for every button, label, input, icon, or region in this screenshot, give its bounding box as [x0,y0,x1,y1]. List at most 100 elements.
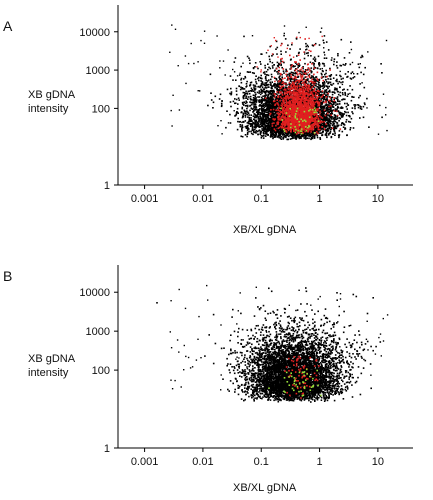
point-all-probes [262,108,265,110]
point-all-probes [265,79,267,82]
point-all-probes [329,114,331,117]
point-all-probes [335,79,337,82]
point-all-probes [338,134,341,136]
point-all-probes [245,95,248,97]
point-all-probes [328,109,330,111]
point-all-probes [325,113,328,115]
point-all-probes [280,84,283,86]
point-all-probes [266,108,268,110]
point-all-probes [258,92,260,94]
point-all-probes [310,84,313,87]
point-all-probes [263,127,266,129]
point-all-probes [287,131,289,134]
point-all-probes [259,131,262,134]
point-all-probes [324,118,326,120]
point-all-probes [272,120,275,123]
point-all-probes [351,107,354,109]
point-all-probes [264,96,266,98]
point-all-probes [275,107,278,109]
point-all-probes [346,108,348,110]
point-all-probes [310,71,313,74]
point-all-probes [285,93,287,96]
point-all-probes [318,126,321,129]
point-all-probes [336,80,338,83]
point-all-probes [267,97,269,100]
point-all-probes [324,119,326,121]
point-all-probes [272,98,275,100]
point-all-probes [265,104,267,107]
point-all-probes [282,136,285,138]
point-all-probes [282,86,284,89]
point-all-probes [266,80,269,82]
point-all-probes [336,116,339,118]
point-all-probes [297,134,300,137]
point-all-probes [324,109,327,112]
point-all-probes [281,129,284,131]
point-all-probes [246,104,249,107]
point-all-probes [353,76,356,78]
point-all-probes [260,80,262,82]
point-all-probes [295,81,298,83]
point-all-probes [328,132,331,134]
point-all-probes [266,114,269,117]
point-all-probes [258,121,260,123]
point-all-probes [322,106,324,109]
point-all-probes [305,42,307,45]
point-all-probes [316,136,319,139]
point-all-probes [286,79,289,81]
point-all-probes [310,76,313,79]
point-all-probes [273,136,275,138]
point-all-probes [335,74,338,76]
point-all-probes [278,90,281,92]
point-all-probes [339,74,341,77]
point-all-probes [338,136,340,139]
point-all-probes [302,99,304,101]
point-all-probes [356,73,359,75]
point-all-probes [309,85,312,88]
point-all-probes [263,103,265,105]
point-all-probes [260,126,262,128]
point-all-probes [259,112,262,114]
point-all-probes [255,108,258,111]
point-all-probes [315,125,317,127]
point-all-probes [344,102,346,105]
point-all-probes [260,113,262,115]
point-all-probes [262,116,264,118]
point-all-probes [265,70,268,73]
point-all-probes [298,51,300,54]
point-all-probes [312,116,314,119]
point-all-probes [278,63,280,66]
point-all-probes [326,85,329,88]
point-all-probes [321,91,324,93]
point-all-probes [260,130,262,133]
point-all-probes [254,98,256,100]
point-all-probes [301,134,304,137]
point-all-probes [249,82,252,84]
point-all-probes [277,70,280,72]
point-all-probes [263,135,265,137]
point-all-probes [264,98,267,100]
point-all-probes [299,136,301,138]
point-all-probes [278,120,280,122]
point-all-probes [316,104,318,107]
point-all-probes [255,99,257,101]
point-all-probes [322,82,324,84]
point-all-probes [314,77,316,79]
point-all-probes [268,105,270,108]
point-all-probes [331,104,334,106]
point-all-probes [342,81,344,83]
point-all-probes [264,91,266,93]
point-all-probes [269,92,271,95]
point-all-probes [280,113,283,116]
point-all-probes [322,87,324,90]
point-all-probes [338,135,340,137]
point-all-probes [241,128,243,131]
point-all-probes [280,103,282,105]
point-all-probes [274,84,277,86]
point-all-probes [347,75,349,78]
point-all-probes [242,113,245,116]
point-all-probes [267,91,270,94]
point-all-probes [255,120,258,123]
point-all-probes [267,68,269,71]
